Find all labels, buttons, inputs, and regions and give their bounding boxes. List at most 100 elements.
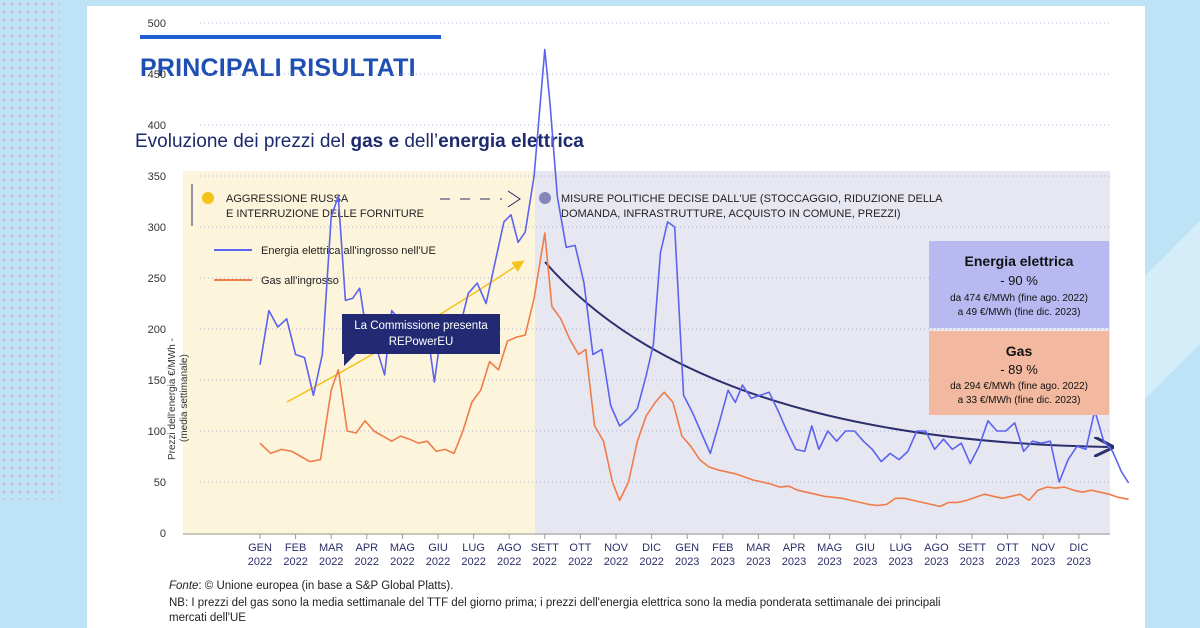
page-title: PRINCIPALI RISULTATI (140, 54, 416, 82)
gas-box-title: Gas (1006, 343, 1033, 359)
source-note: Fonte: © Unione europea (in base a S&P G… (169, 580, 453, 592)
x-tick-month: MAG (817, 542, 842, 554)
methodology-note-line2: mercati dell'UE (169, 612, 246, 624)
x-tick-year: 2023 (1031, 556, 1055, 568)
y-axis-label-line2: (media settimanale) (179, 354, 190, 442)
x-tick-month: NOV (604, 542, 629, 554)
x-tick-year: 2022 (426, 556, 450, 568)
x-tick-month: DIC (642, 542, 661, 554)
gas-box-percent: - 89 % (1000, 362, 1038, 377)
x-tick-month: LUG (462, 542, 485, 554)
y-tick-label: 0 (160, 528, 166, 540)
gas-price-line (259, 232, 1129, 508)
x-tick-month: NOV (1031, 542, 1056, 554)
x-tick-year: 2023 (1067, 556, 1091, 568)
x-tick-month: AGO (924, 542, 949, 554)
x-tick-month: GIU (855, 542, 875, 554)
electricity-box-title: Energia elettrica (965, 253, 1074, 269)
subtitle-bold-electricity: energia elettrica (438, 131, 584, 152)
phase1-label-line2: E INTERRUZIONE DELLE FORNITURE (226, 208, 424, 220)
electricity-box-percent: - 90 % (1000, 273, 1038, 288)
x-tick-year: 2022 (639, 556, 663, 568)
source-text: : © Unione europea (in base a S&P Global… (198, 580, 454, 592)
x-tick-year: 2022 (248, 556, 272, 568)
x-tick-month: LUG (889, 542, 912, 554)
y-tick-label: 250 (148, 273, 166, 285)
y-tick-label: 300 (148, 222, 166, 234)
y-axis-label-line1: Prezzi dell'energia €/MWh - (167, 338, 178, 460)
x-tick-year: 2023 (853, 556, 877, 568)
subtitle-part-2: dell’ (399, 131, 439, 152)
x-tick-month: GEN (248, 542, 272, 554)
source-label: Fonte (169, 580, 199, 592)
y-tick-label: 450 (148, 69, 166, 81)
y-tick-label: 200 (148, 324, 166, 336)
x-axis-ticks: GEN 2022 FEB 2022 MAR 2022 APR 2022 MAG 2022 GIU 20… (248, 534, 1091, 568)
x-tick-month: SETT (958, 542, 986, 554)
electricity-box-line2: a 49 €/MWh (fine dic. 2023) (958, 307, 1081, 318)
x-tick-year: 2022 (604, 556, 628, 568)
phase2-label-line2: DOMANDA, INFRASTRUTTURE, ACQUISTO IN COM… (561, 208, 901, 220)
electricity-box-line1: da 474 €/MWh (fine ago. 2022) (950, 293, 1088, 304)
x-tick-month: DIC (1069, 542, 1088, 554)
phase2-label-line1: MISURE POLITICHE DECISE DALL'UE (STOCCAG… (561, 193, 943, 205)
x-tick-month: OTT (569, 542, 591, 554)
x-tick-month: MAR (319, 542, 344, 554)
decorative-shapes-right (1145, 30, 1200, 590)
x-tick-month: MAG (390, 542, 415, 554)
x-tick-month: AGO (497, 542, 522, 554)
methodology-note-line1: NB: I prezzi del gas sono la media setti… (169, 597, 941, 609)
x-tick-month: SETT (531, 542, 559, 554)
electricity-summary-box (929, 241, 1109, 328)
x-tick-month: GEN (675, 542, 699, 554)
x-tick-year: 2023 (746, 556, 770, 568)
phase1-dot (202, 192, 214, 204)
y-axis-ticks: 0 50 100 150 200 250 300 350 400 450 500 (148, 18, 166, 540)
x-tick-year: 2023 (889, 556, 913, 568)
x-tick-year: 2022 (497, 556, 521, 568)
phase2-dot (539, 192, 551, 204)
x-tick-month: APR (355, 542, 378, 554)
x-tick-month: OTT (997, 542, 1019, 554)
legend-electricity-label: Energia elettrica all'ingrosso nell'UE (261, 245, 436, 257)
phase-transition-arrow-icon (507, 190, 521, 208)
subtitle-bold-gas: gas e (350, 131, 400, 152)
x-tick-month: MAR (746, 542, 771, 554)
y-tick-label: 150 (148, 375, 166, 387)
repowereu-callout-line2: REPowerEU (389, 336, 454, 348)
chart-subtitle: Evoluzione dei prezzi del gas e dell’ene… (135, 131, 584, 153)
falling-trend-arrow (544, 261, 1108, 447)
phase1-label-line1: AGGRESSIONE RUSSA (226, 193, 349, 205)
x-tick-year: 2023 (817, 556, 841, 568)
y-tick-label: 350 (148, 171, 166, 183)
x-tick-year: 2023 (711, 556, 735, 568)
x-tick-month: FEB (285, 542, 306, 554)
x-tick-year: 2022 (319, 556, 343, 568)
x-tick-year: 2022 (533, 556, 557, 568)
legend-gas-label: Gas all'ingrosso (261, 275, 339, 287)
gas-box-line2: a 33 €/MWh (fine dic. 2023) (958, 395, 1081, 406)
y-tick-label: 100 (148, 426, 166, 438)
repowereu-callout-line1: La Commissione presenta (354, 320, 488, 332)
y-tick-label: 500 (148, 18, 166, 30)
decorative-dots-left (0, 0, 60, 500)
y-tick-label: 400 (148, 120, 166, 132)
x-tick-year: 2023 (924, 556, 948, 568)
x-tick-month: FEB (712, 542, 733, 554)
gas-box-line1: da 294 €/MWh (fine ago. 2022) (950, 381, 1088, 392)
x-tick-year: 2023 (995, 556, 1019, 568)
repowereu-callout (342, 314, 500, 354)
x-tick-month: GIU (428, 542, 448, 554)
x-tick-year: 2022 (568, 556, 592, 568)
y-tick-label: 50 (154, 477, 166, 489)
x-tick-year: 2023 (782, 556, 806, 568)
x-tick-year: 2023 (960, 556, 984, 568)
x-tick-year: 2022 (283, 556, 307, 568)
title-rule (140, 35, 441, 39)
repowereu-callout-pointer (344, 352, 358, 366)
x-tick-year: 2022 (390, 556, 414, 568)
x-tick-year: 2023 (675, 556, 699, 568)
gas-summary-box (929, 331, 1109, 415)
subtitle-part-1: Evoluzione dei prezzi del (135, 131, 351, 152)
